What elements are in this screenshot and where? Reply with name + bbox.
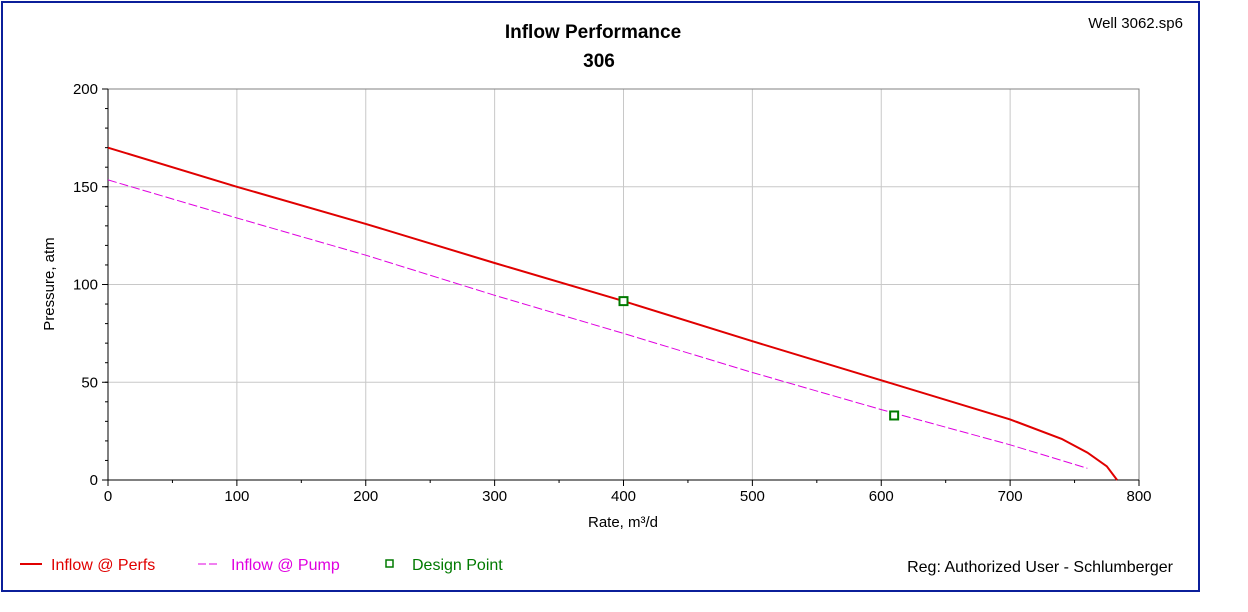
y-axis-label: Pressure, atm: [41, 237, 58, 330]
chart-frame: [1, 1, 1200, 592]
x-tick-label: 0: [104, 488, 112, 505]
x-tick-label: 300: [482, 488, 507, 505]
axes: 0 100 200 300 400 500 600 700 800 0 50 100 150 200: [73, 81, 1152, 505]
chart-subtitle: 306: [583, 51, 615, 72]
y-tick-label: 50: [81, 374, 98, 391]
x-tick-label: 200: [353, 488, 378, 505]
chart-title: Inflow Performance: [505, 22, 681, 43]
x-tick-label: 600: [869, 488, 894, 505]
design-point-marker: [618, 296, 629, 307]
series-line-inflow-perfs: [107, 146, 1118, 481]
legend: Inflow @ Perfs Inflow @ Pump Design Poin…: [20, 557, 503, 574]
file-label: Well 3062.sp6: [1088, 15, 1183, 32]
legend-perfs-label: Inflow @ Perfs: [51, 557, 155, 574]
y-tick-label: 0: [90, 472, 98, 489]
x-tick-label: 700: [998, 488, 1023, 505]
x-tick-label: 100: [224, 488, 249, 505]
x-tick-label: 800: [1126, 488, 1151, 505]
legend-pump-label: Inflow @ Pump: [231, 557, 340, 574]
legend-design-label: Design Point: [412, 557, 503, 574]
y-tick-label: 150: [73, 179, 98, 196]
y-tick-label: 100: [73, 277, 98, 294]
registration-label: Reg: Authorized User - Schlumberger: [907, 559, 1174, 576]
x-tick-label: 500: [740, 488, 765, 505]
design-point-marker: [889, 410, 900, 421]
series-layer: [107, 146, 1118, 481]
x-tick-label: 400: [611, 488, 636, 505]
x-axis-label: Rate, m³/d: [588, 514, 658, 531]
y-tick-label: 200: [73, 81, 98, 98]
series-line-inflow-pump: [107, 179, 1088, 469]
legend-design-swatch: [385, 559, 394, 568]
grid: [108, 89, 1139, 480]
